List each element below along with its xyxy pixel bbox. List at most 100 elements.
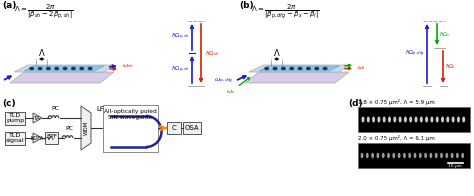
Ellipse shape bbox=[425, 116, 428, 122]
Ellipse shape bbox=[372, 116, 375, 122]
Polygon shape bbox=[24, 66, 104, 71]
Text: PC: PC bbox=[65, 126, 73, 131]
Ellipse shape bbox=[398, 153, 401, 158]
Text: $\hbar\Omega_{p,sh}$: $\hbar\Omega_{p,sh}$ bbox=[171, 64, 190, 75]
Text: TLD
signal: TLD signal bbox=[6, 133, 24, 143]
Ellipse shape bbox=[440, 153, 443, 158]
Text: $\hbar\Omega_i$: $\hbar\Omega_i$ bbox=[445, 63, 456, 72]
Text: EDFA: EDFA bbox=[31, 135, 44, 141]
Ellipse shape bbox=[408, 153, 411, 158]
Polygon shape bbox=[249, 65, 349, 72]
Ellipse shape bbox=[383, 116, 386, 122]
Polygon shape bbox=[33, 113, 42, 123]
Text: (a): (a) bbox=[2, 1, 17, 10]
Ellipse shape bbox=[414, 153, 416, 158]
Ellipse shape bbox=[424, 153, 427, 158]
Ellipse shape bbox=[457, 116, 460, 122]
Ellipse shape bbox=[79, 67, 84, 70]
Ellipse shape bbox=[409, 116, 412, 122]
Text: $\omega_s$: $\omega_s$ bbox=[226, 88, 235, 96]
Text: LF: LF bbox=[96, 106, 104, 112]
Ellipse shape bbox=[281, 67, 286, 70]
Ellipse shape bbox=[273, 67, 278, 70]
Ellipse shape bbox=[306, 67, 311, 70]
Polygon shape bbox=[10, 72, 114, 83]
Ellipse shape bbox=[456, 153, 459, 158]
Ellipse shape bbox=[404, 116, 407, 122]
Text: $\omega_{p,dfg}$: $\omega_{p,dfg}$ bbox=[214, 76, 233, 86]
Text: $\hbar\Omega_s$: $\hbar\Omega_s$ bbox=[439, 30, 451, 39]
Ellipse shape bbox=[452, 116, 455, 122]
Bar bbox=[183, 122, 201, 134]
Ellipse shape bbox=[403, 153, 406, 158]
Bar bbox=[5, 112, 25, 125]
Ellipse shape bbox=[54, 67, 59, 70]
Bar bbox=[358, 143, 470, 168]
Ellipse shape bbox=[447, 116, 449, 122]
Ellipse shape bbox=[323, 67, 328, 70]
Ellipse shape bbox=[430, 116, 433, 122]
Text: $\hbar\Omega_{p,dfg}$: $\hbar\Omega_{p,dfg}$ bbox=[405, 48, 425, 59]
Ellipse shape bbox=[361, 153, 364, 158]
Ellipse shape bbox=[37, 67, 43, 70]
Ellipse shape bbox=[298, 67, 302, 70]
Ellipse shape bbox=[387, 153, 390, 158]
Ellipse shape bbox=[446, 153, 448, 158]
Bar bbox=[5, 132, 25, 145]
Ellipse shape bbox=[46, 67, 51, 70]
Ellipse shape bbox=[435, 153, 438, 158]
Bar bbox=[45, 132, 58, 144]
Ellipse shape bbox=[71, 67, 76, 70]
Bar bbox=[103, 105, 158, 152]
Ellipse shape bbox=[393, 116, 396, 122]
Ellipse shape bbox=[419, 153, 422, 158]
Bar bbox=[167, 122, 181, 134]
Text: $\Lambda=\dfrac{2\pi}{|\beta_{p,dfg}-\beta_s-\beta_i|}$: $\Lambda=\dfrac{2\pi}{|\beta_{p,dfg}-\be… bbox=[251, 2, 320, 21]
Text: 2.0 × 0.75 μm², Λ = 6.1 μm: 2.0 × 0.75 μm², Λ = 6.1 μm bbox=[358, 135, 435, 141]
Ellipse shape bbox=[461, 153, 464, 158]
Text: $\Lambda$: $\Lambda$ bbox=[38, 46, 46, 57]
Ellipse shape bbox=[392, 153, 395, 158]
Text: TA: TA bbox=[34, 115, 40, 121]
Ellipse shape bbox=[63, 67, 68, 70]
Ellipse shape bbox=[371, 153, 374, 158]
Ellipse shape bbox=[29, 67, 34, 70]
Polygon shape bbox=[33, 133, 42, 143]
Ellipse shape bbox=[314, 67, 319, 70]
Text: 1.8 × 0.75 μm², Λ = 5.9 μm: 1.8 × 0.75 μm², Λ = 5.9 μm bbox=[358, 99, 435, 105]
Ellipse shape bbox=[366, 153, 369, 158]
Polygon shape bbox=[81, 106, 91, 150]
Ellipse shape bbox=[436, 116, 439, 122]
Text: $\hbar\Omega_{p,sh}$: $\hbar\Omega_{p,sh}$ bbox=[171, 32, 190, 42]
Text: All-optically poled
SiN waveguide: All-optically poled SiN waveguide bbox=[104, 109, 157, 120]
Text: (d): (d) bbox=[348, 99, 363, 108]
Ellipse shape bbox=[362, 116, 365, 122]
Polygon shape bbox=[14, 65, 114, 72]
Text: (c): (c) bbox=[2, 99, 16, 108]
Ellipse shape bbox=[382, 153, 384, 158]
Text: (b): (b) bbox=[239, 1, 254, 10]
Text: WDM: WDM bbox=[83, 121, 89, 135]
Ellipse shape bbox=[414, 116, 418, 122]
Text: PC: PC bbox=[51, 106, 59, 111]
Ellipse shape bbox=[264, 67, 269, 70]
Text: C: C bbox=[172, 125, 176, 131]
Text: 10 μm: 10 μm bbox=[448, 164, 462, 169]
Polygon shape bbox=[259, 66, 339, 71]
Ellipse shape bbox=[377, 116, 381, 122]
Ellipse shape bbox=[367, 116, 370, 122]
Ellipse shape bbox=[289, 67, 294, 70]
Text: $\Lambda$: $\Lambda$ bbox=[273, 46, 281, 57]
Text: $\Lambda=\dfrac{2\pi}{|\beta_{sh}-2\beta_{p,sh}|}$: $\Lambda=\dfrac{2\pi}{|\beta_{sh}-2\beta… bbox=[14, 2, 73, 21]
Text: OSA: OSA bbox=[185, 125, 199, 131]
Polygon shape bbox=[245, 72, 349, 83]
Text: $\omega_i$: $\omega_i$ bbox=[357, 64, 365, 72]
Ellipse shape bbox=[429, 153, 432, 158]
Ellipse shape bbox=[88, 67, 92, 70]
Bar bbox=[358, 107, 470, 132]
Ellipse shape bbox=[441, 116, 444, 122]
Text: $\omega_{sh}$: $\omega_{sh}$ bbox=[122, 62, 134, 70]
Ellipse shape bbox=[462, 116, 465, 122]
Ellipse shape bbox=[399, 116, 401, 122]
Text: BPF: BPF bbox=[46, 134, 57, 140]
